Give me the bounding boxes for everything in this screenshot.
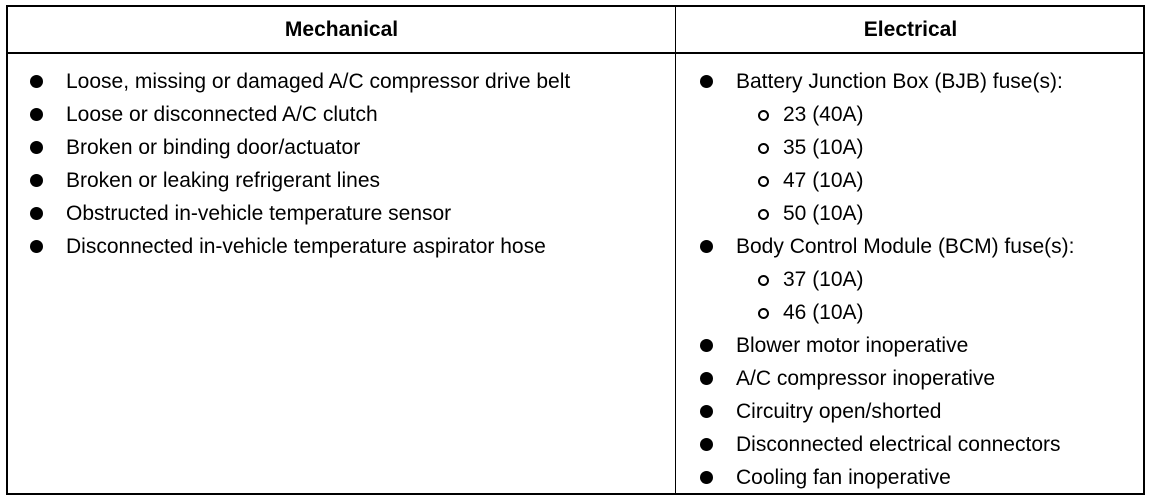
list-item-text: Broken or leaking refrigerant lines [66, 169, 380, 192]
bullet-icon [700, 75, 713, 88]
list-item-text: Obstructed in-vehicle temperature sensor [66, 202, 452, 225]
bullet-icon [30, 207, 43, 220]
list-item-text: Broken or binding door/actuator [66, 136, 361, 159]
bullet-icon [30, 141, 43, 154]
header-divider [8, 52, 1143, 54]
circle-bullet-icon [758, 308, 769, 319]
circle-bullet-icon [758, 143, 769, 154]
circle-bullet-icon [758, 176, 769, 187]
list-item-text: Battery Junction Box (BJB) fuse(s): [736, 70, 1063, 93]
sub-list-item-text: 46 (10A) [783, 301, 864, 324]
bullet-icon [700, 339, 713, 352]
symptom-table: Mechanical Electrical Loose, missing or … [6, 5, 1145, 495]
list-item-text: Disconnected in-vehicle temperature aspi… [66, 235, 546, 258]
bullet-icon [30, 240, 43, 253]
circle-bullet-icon [758, 110, 769, 121]
bullet-icon [700, 471, 713, 484]
list-item-text: Disconnected electrical connectors [736, 433, 1061, 456]
bullet-icon [30, 75, 43, 88]
list-item-text: Loose, missing or damaged A/C compressor… [66, 70, 571, 93]
circle-bullet-icon [758, 275, 769, 286]
list-item-text: Body Control Module (BCM) fuse(s): [736, 235, 1075, 258]
bullet-icon [700, 240, 713, 253]
list-item-text: Cooling fan inoperative [736, 466, 951, 489]
bullet-icon [700, 405, 713, 418]
column-divider [675, 7, 676, 493]
sub-list-item-text: 23 (40A) [783, 103, 864, 126]
list-item-text: Blower motor inoperative [736, 334, 969, 357]
sub-list-item-text: 47 (10A) [783, 169, 864, 192]
bullet-icon [700, 438, 713, 451]
sub-list-item-text: 35 (10A) [783, 136, 864, 159]
circle-bullet-icon [758, 209, 769, 220]
header-mechanical: Mechanical [284, 17, 399, 41]
list-item-text: Circuitry open/shorted [736, 400, 942, 423]
bullet-icon [700, 372, 713, 385]
bullet-icon [30, 108, 43, 121]
list-item-text: Loose or disconnected A/C clutch [66, 103, 378, 126]
sub-list-item-text: 50 (10A) [783, 202, 864, 225]
list-item-text: A/C compressor inoperative [736, 367, 996, 390]
sub-list-item-text: 37 (10A) [783, 268, 864, 291]
bullet-icon [30, 174, 43, 187]
header-electrical: Electrical [863, 17, 958, 41]
